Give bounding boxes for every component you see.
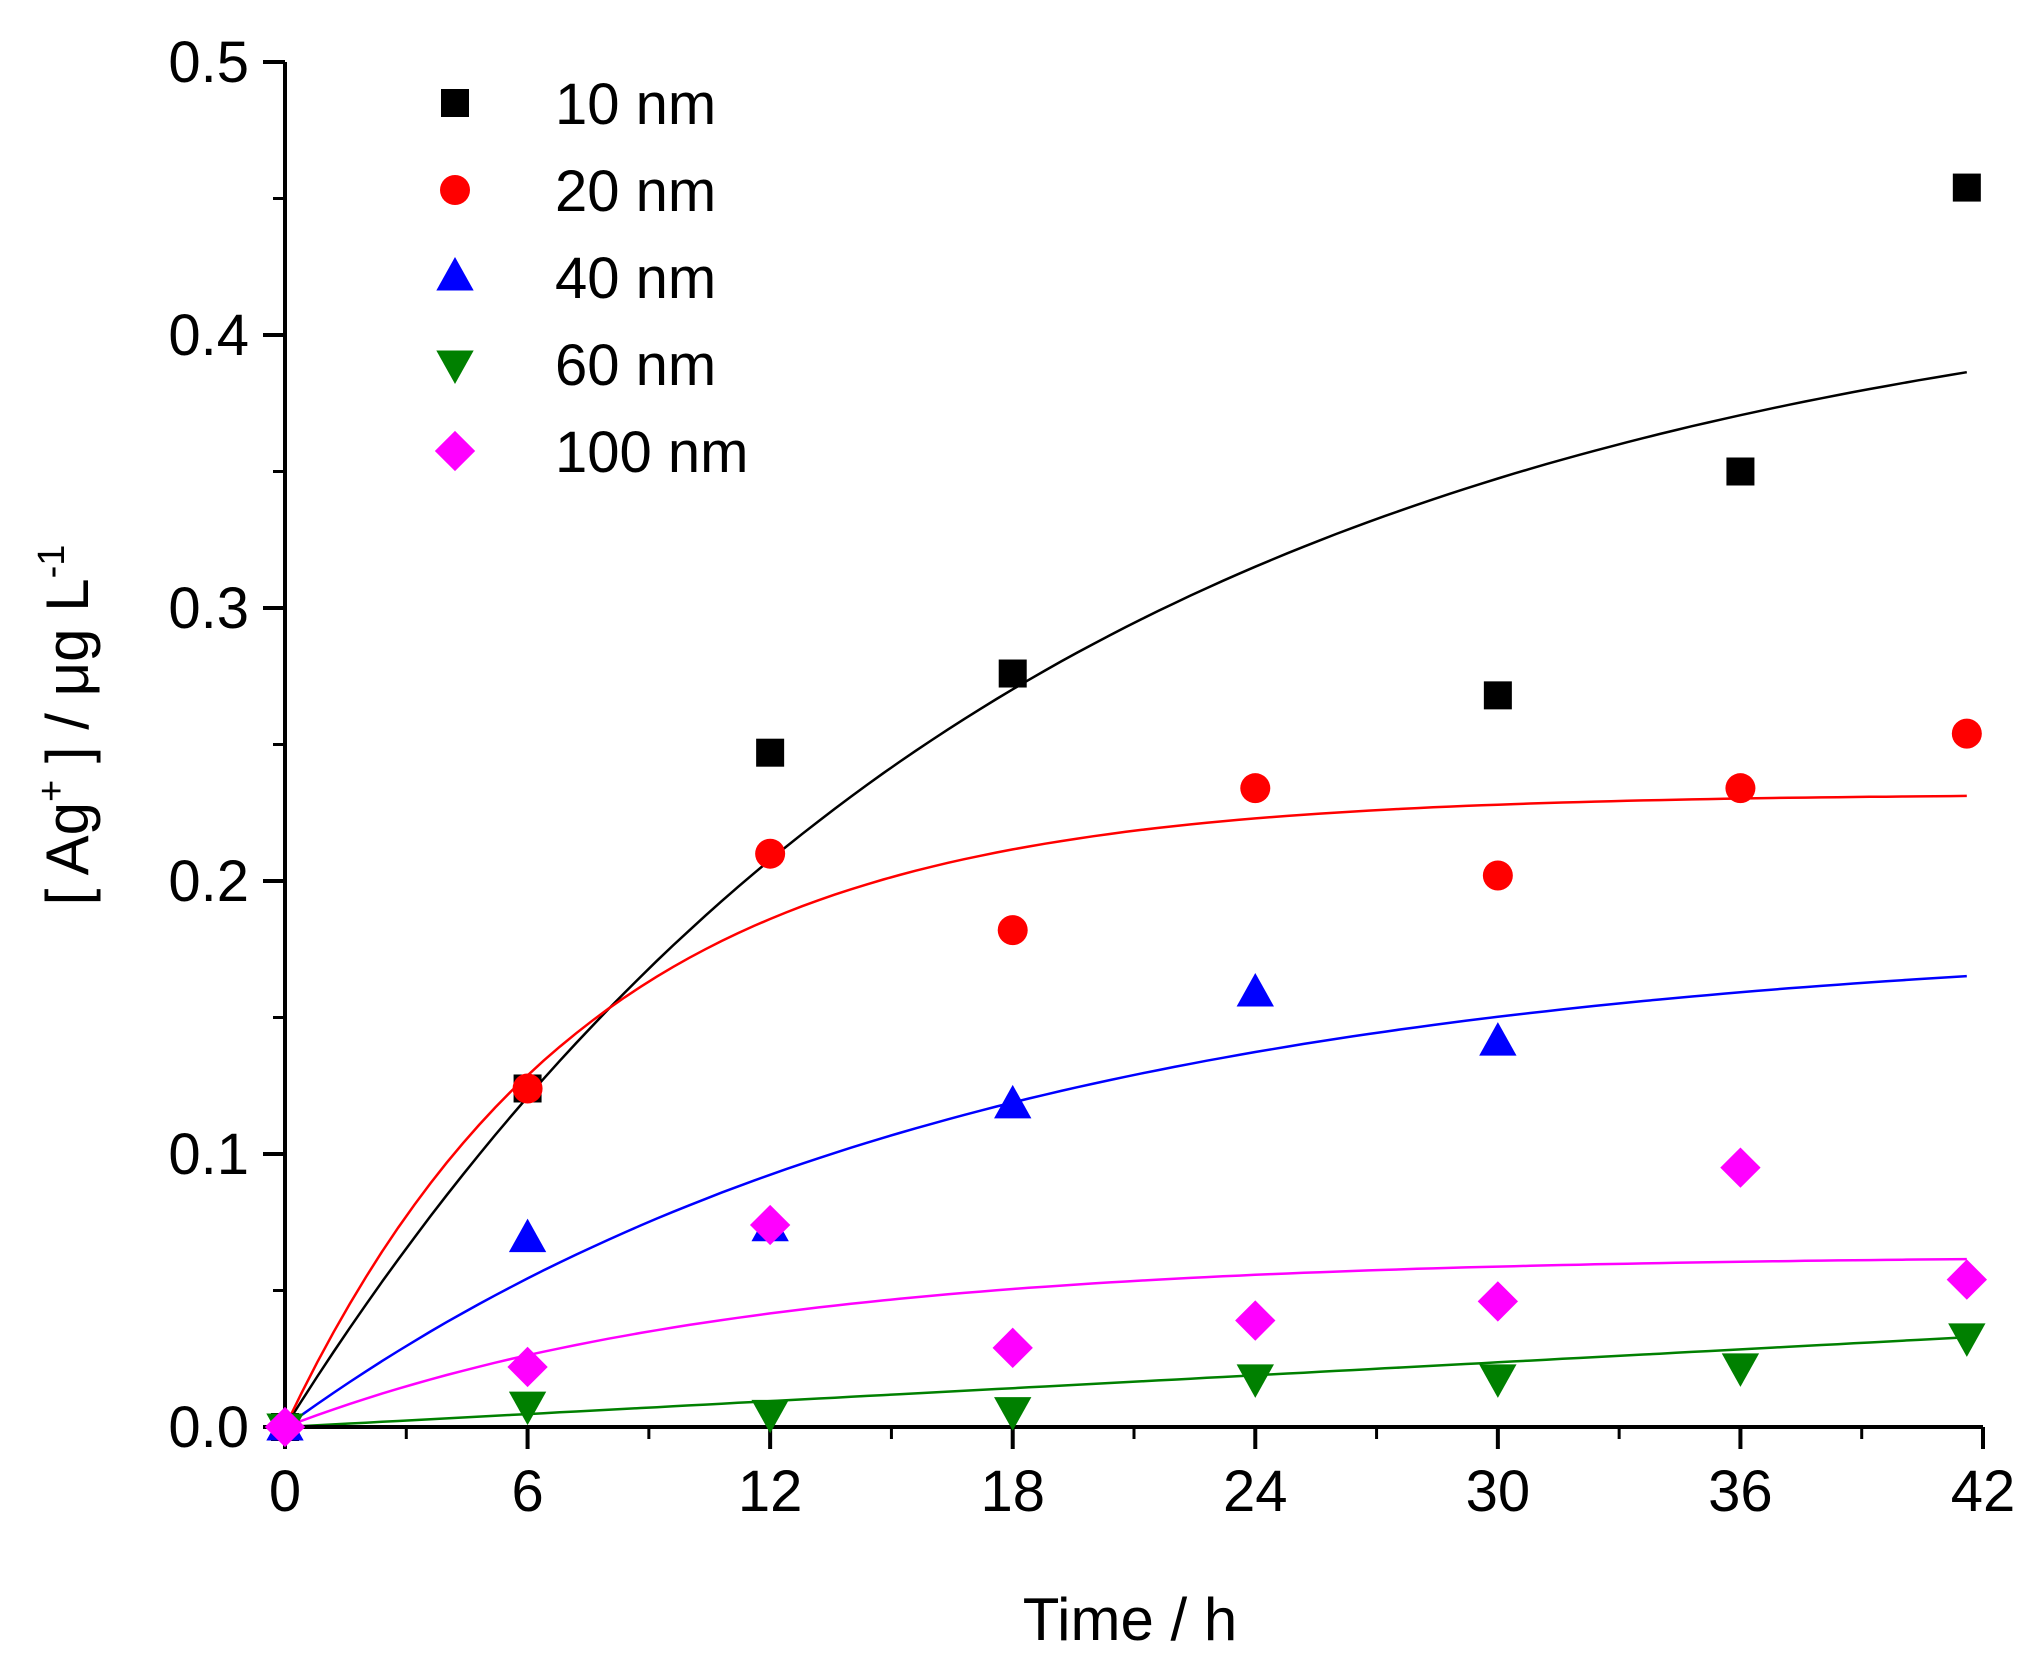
axes — [283, 62, 1983, 1429]
data-point-100-nm — [1477, 1281, 1519, 1322]
x-tick-label: 6 — [511, 1459, 543, 1524]
y-axis-title-unit-superscript: -1 — [31, 545, 73, 579]
x-tick-label: 24 — [1223, 1459, 1288, 1524]
data-point-100-nm — [1235, 1300, 1276, 1341]
data-point-60-nm — [751, 1399, 789, 1434]
data-point-20-nm — [1725, 773, 1756, 804]
data-point-60-nm — [1721, 1353, 1760, 1387]
data-point-20-nm — [1240, 773, 1271, 804]
y-axis-title-bracket: [ Ag — [34, 802, 101, 905]
y-tick-label: 0.0 — [168, 1395, 249, 1460]
data-point-60-nm — [1479, 1364, 1517, 1398]
y-axis-title-superscript: + — [31, 780, 73, 802]
data-point-10-nm — [998, 659, 1027, 688]
legend-marker-40-nm — [436, 257, 474, 291]
legend-label-40-nm: 40 nm — [555, 246, 716, 311]
legend-label-20-nm: 20 nm — [555, 159, 716, 224]
data-point-40-nm — [1236, 972, 1274, 1007]
data-point-60-nm — [1948, 1323, 1986, 1357]
y-tick-label: 0.5 — [168, 30, 249, 95]
data-point-20-nm — [1482, 860, 1513, 891]
x-tick-label: 42 — [1951, 1459, 2016, 1524]
fit-curve-20-nm — [283, 794, 1967, 1428]
data-point-20-nm — [755, 838, 786, 869]
legend: 10 nm 20 nm 40 nm 60 nm 100 nm — [434, 72, 748, 485]
data-point-60-nm — [508, 1391, 547, 1426]
data-point-100-nm — [992, 1327, 1033, 1368]
y-tick-label: 0.2 — [168, 849, 249, 914]
data-point-40-nm — [1479, 1022, 1517, 1056]
data-point-20-nm — [1951, 718, 1982, 749]
legend-label-100-nm: 100 nm — [555, 420, 748, 485]
y-axis-title: [ Ag+ ] / μg L-1 — [31, 545, 101, 906]
x-tick-label: 18 — [980, 1459, 1045, 1524]
legend-marker-10-nm — [441, 89, 469, 117]
data-point-100-nm — [1720, 1147, 1761, 1188]
legend-label-60-nm: 60 nm — [555, 333, 716, 398]
x-tick-label: 12 — [738, 1459, 803, 1524]
data-point-20-nm — [997, 915, 1028, 946]
fit-curve-60-nm — [284, 1336, 1967, 1429]
y-tick-label: 0.3 — [168, 576, 249, 641]
data-point-100-nm — [507, 1346, 548, 1388]
x-axis-title: Time / h — [1023, 1586, 1237, 1653]
data-point-100-nm — [749, 1204, 791, 1246]
data-point-100-nm — [264, 1406, 306, 1448]
y-tick-label: 0.4 — [168, 303, 249, 368]
legend-label-10-nm: 10 nm — [555, 72, 716, 137]
axis-ticks: 0 6 12 18 24 30 36 42 0.0 0.1 0.2 0.3 0.4 0.5 — [168, 30, 2015, 1524]
data-point-10-nm — [1952, 173, 1981, 202]
x-tick-label: 30 — [1466, 1459, 1531, 1524]
data-point-10-nm — [756, 738, 785, 767]
data-point-40-nm — [994, 1084, 1032, 1119]
data-point-60-nm — [1236, 1364, 1274, 1398]
data-point-20-nm — [512, 1073, 543, 1104]
x-tick-label: 36 — [1708, 1459, 1773, 1524]
fit-curves — [283, 370, 1968, 1429]
data-point-10-nm — [1483, 681, 1512, 710]
fit-curve-40-nm — [284, 974, 1967, 1429]
data-point-60-nm — [994, 1397, 1032, 1431]
y-tick-label: 0.1 — [168, 1122, 249, 1187]
data-points — [264, 173, 1987, 1448]
data-point-10-nm — [1726, 457, 1755, 486]
x-tick-label: 0 — [269, 1459, 301, 1524]
fit-curve-100-nm — [284, 1257, 1967, 1429]
legend-marker-20-nm — [440, 175, 470, 205]
y-axis-title-unit: ] / μg L — [34, 578, 101, 779]
legend-marker-100-nm — [434, 430, 476, 472]
fit-curve-10-nm — [283, 370, 1968, 1428]
data-point-40-nm — [508, 1218, 547, 1253]
data-point-100-nm — [1946, 1259, 1987, 1300]
legend-marker-60-nm — [436, 350, 474, 384]
